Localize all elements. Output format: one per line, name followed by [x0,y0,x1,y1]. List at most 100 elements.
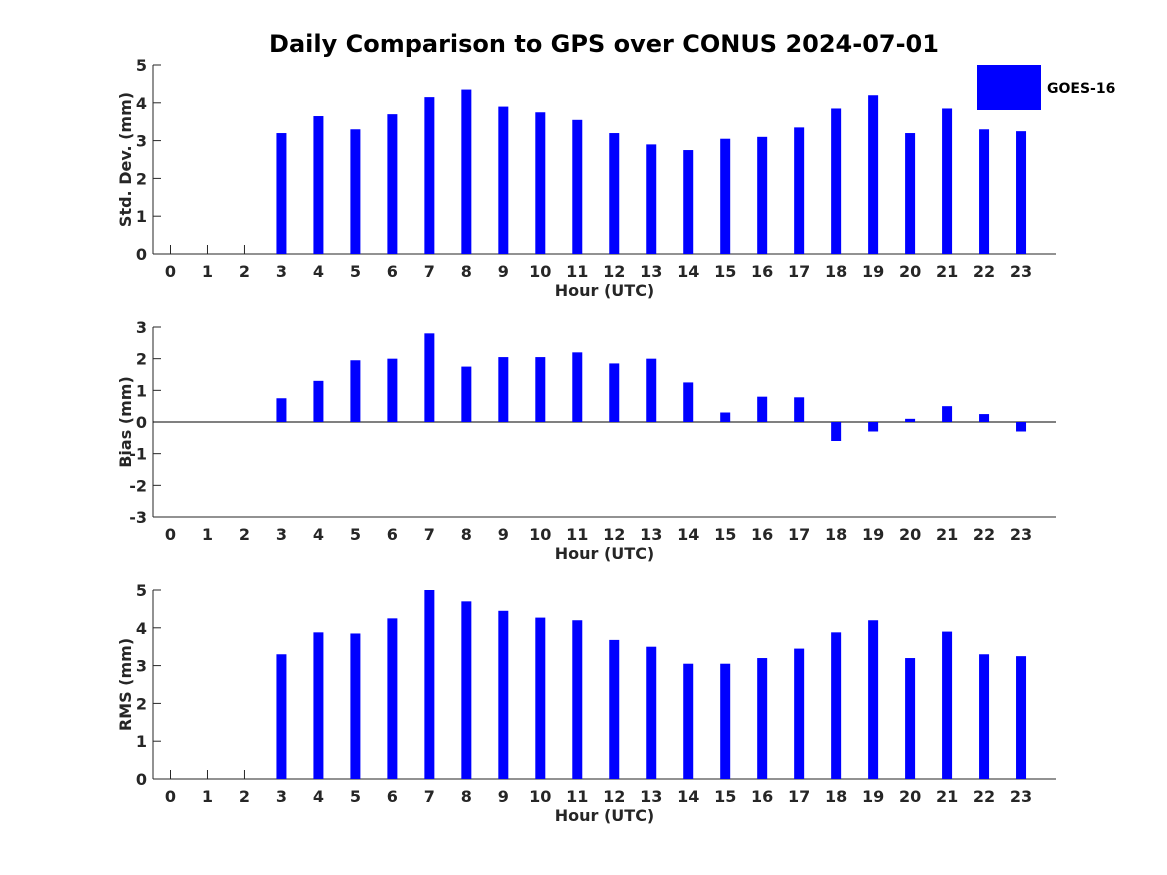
bar [387,358,398,422]
bar [1016,131,1027,254]
bar [720,663,731,779]
bar [535,112,546,254]
x-tick-label: 17 [788,787,810,806]
x-axis-label: Hour (UTC) [555,544,655,563]
x-tick-label: 20 [899,262,921,281]
x-axis-label: Hour (UTC) [555,281,655,300]
x-tick-label: 2 [239,787,250,806]
bar [1016,422,1027,432]
x-tick-label: 11 [566,787,588,806]
x-tick-label: 0 [165,262,176,281]
x-tick-label: 14 [677,262,699,281]
x-tick-label: 17 [788,262,810,281]
x-tick-label: 14 [677,787,699,806]
x-tick-label: 15 [714,262,736,281]
bar [794,648,805,779]
bar [683,150,694,254]
x-tick-label: 22 [973,525,995,544]
x-tick-label: 1 [202,262,213,281]
x-tick-label: 2 [239,262,250,281]
bar [905,418,916,422]
x-tick-label: 5 [350,262,361,281]
x-tick-label: 6 [387,787,398,806]
bar [646,144,657,254]
x-tick-label: 13 [640,262,662,281]
y-tick-label: 0 [136,413,147,432]
bar [831,632,842,779]
x-tick-label: 1 [202,525,213,544]
x-tick-label: 4 [313,525,324,544]
bar [757,136,768,254]
bar [313,116,324,254]
y-tick-label: 1 [136,207,147,226]
y-tick-label: 2 [136,169,147,188]
x-tick-label: 19 [862,262,884,281]
bar [350,633,361,779]
bar [942,631,953,779]
x-tick-label: 7 [424,787,435,806]
x-tick-label: 4 [313,787,324,806]
x-tick-label: 16 [751,262,773,281]
legend: GOES-16 [977,65,1115,110]
bar [868,620,879,779]
bar [794,397,805,422]
y-tick-label: 5 [136,56,147,75]
x-tick-label: 17 [788,525,810,544]
x-tick-label: 8 [461,787,472,806]
bar [572,620,583,779]
x-tick-label: 12 [603,262,625,281]
x-tick-label: 18 [825,525,847,544]
x-tick-label: 10 [529,525,551,544]
x-tick-label: 8 [461,262,472,281]
bar [387,114,398,254]
bar [1016,656,1027,779]
bar [646,358,657,422]
x-tick-label: 9 [498,262,509,281]
x-tick-label: 5 [350,525,361,544]
x-tick-label: 3 [276,262,287,281]
x-tick-label: 21 [936,525,958,544]
x-tick-label: 16 [751,787,773,806]
bar [609,639,620,779]
x-tick-label: 2 [239,525,250,544]
bar [276,398,287,422]
x-tick-label: 19 [862,787,884,806]
x-tick-label: 21 [936,262,958,281]
x-tick-label: 18 [825,787,847,806]
bar [498,357,509,422]
y-tick-label: 1 [136,381,147,400]
x-tick-label: 16 [751,525,773,544]
bar [609,133,620,254]
x-tick-label: 12 [603,525,625,544]
bar [720,412,731,422]
x-tick-label: 19 [862,525,884,544]
y-tick-label: 2 [136,694,147,713]
x-tick-label: 18 [825,262,847,281]
bar [979,654,990,779]
bar [905,658,916,779]
x-tick-label: 14 [677,525,699,544]
y-tick-label: 0 [136,245,147,264]
x-tick-label: 15 [714,787,736,806]
x-tick-label: 5 [350,787,361,806]
x-tick-label: 20 [899,525,921,544]
x-tick-label: 22 [973,787,995,806]
bar [979,414,990,422]
y-tick-label: -2 [129,476,147,495]
y-tick-label: 3 [136,318,147,337]
bar [424,590,435,779]
bar [461,601,472,779]
bar [498,106,509,254]
bar [498,610,509,779]
x-tick-label: 7 [424,525,435,544]
legend-label: GOES-16 [1047,81,1115,97]
x-tick-label: 23 [1010,525,1032,544]
y-tick-label: 3 [136,657,147,676]
bar [683,382,694,422]
bar [350,129,361,254]
x-tick-label: 1 [202,787,213,806]
bar [313,380,324,422]
